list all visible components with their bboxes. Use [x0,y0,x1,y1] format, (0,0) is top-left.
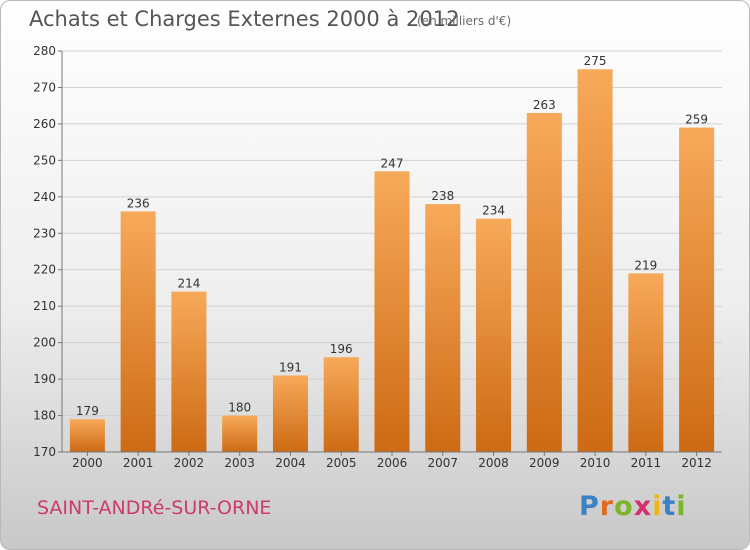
y-tick-label: 280 [33,44,56,58]
bar-value-label: 263 [533,98,556,112]
bar [120,211,156,452]
chart-unit: (en milliers d'€) [417,14,512,28]
bar [476,218,512,452]
bar [323,357,359,452]
x-tick-label: 2003 [224,456,255,470]
bar [374,171,410,453]
bar [628,273,664,452]
y-tick-label: 250 [33,153,56,167]
bar-value-label: 196 [330,342,353,356]
proxiti-logo: Proxiti [579,491,687,522]
y-tick-label: 190 [33,372,56,386]
x-tick-label: 2009 [529,456,560,470]
bar-value-label: 191 [279,360,302,374]
bar [272,375,308,452]
y-tick-label: 210 [33,299,56,313]
bar-value-label: 179 [76,404,99,418]
y-tick-label: 260 [33,117,56,131]
x-tick-label: 2004 [275,456,306,470]
y-tick-label: 200 [33,336,56,350]
y-tick-label: 240 [33,190,56,204]
y-tick-label: 230 [33,226,56,240]
x-tick-label: 2001 [123,456,154,470]
bar-value-label: 234 [482,204,505,218]
bar-value-label: 259 [685,113,708,127]
chart-title: Achats et Charges Externes 2000 à 2012 [29,7,460,31]
bar-value-label: 238 [431,189,454,203]
bar-value-label: 247 [381,156,404,170]
bar [526,112,562,453]
x-tick-label: 2006 [377,456,408,470]
bar-value-label: 219 [634,258,657,272]
x-tick-label: 2012 [681,456,712,470]
y-tick-label: 220 [33,263,56,277]
bar [425,204,461,452]
x-tick-label: 2010 [580,456,611,470]
y-tick-label: 170 [33,445,56,459]
x-tick-label: 2000 [72,456,103,470]
x-tick-label: 2005 [326,456,357,470]
x-tick-label: 2008 [478,456,509,470]
y-tick-label: 270 [33,80,56,94]
bar [171,291,207,452]
bar-value-label: 236 [127,196,150,210]
commune-name: SAINT-ANDRé-SUR-ORNE [37,497,272,519]
bar [222,415,258,452]
bar [69,419,105,452]
x-tick-label: 2007 [427,456,458,470]
bar-value-label: 214 [177,277,200,291]
bar-value-label: 275 [584,54,607,68]
x-tick-label: 2002 [174,456,205,470]
y-tick-label: 180 [33,409,56,423]
x-tick-label: 2011 [631,456,662,470]
bar [577,69,613,453]
bar-value-label: 180 [228,401,251,415]
bar [679,127,715,453]
